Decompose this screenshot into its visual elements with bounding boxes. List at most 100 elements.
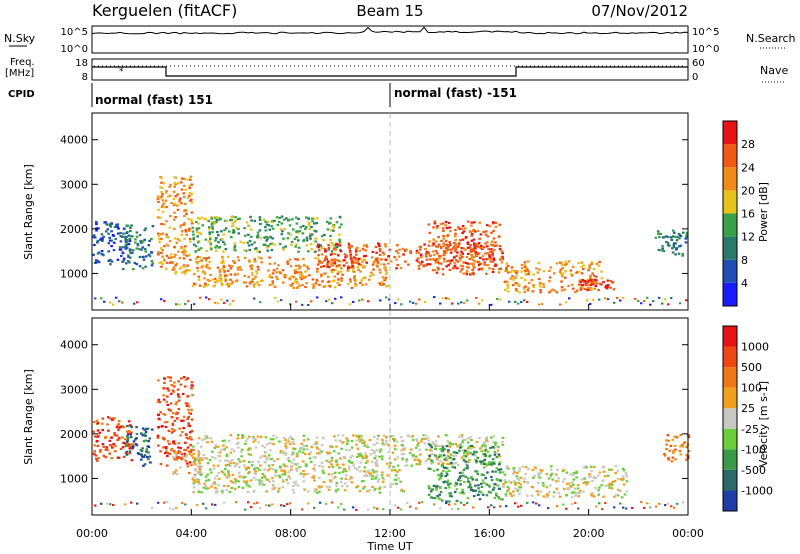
power-cell xyxy=(350,258,353,261)
velocity-cell xyxy=(427,457,430,460)
velocity-cell xyxy=(412,455,415,458)
power-cell xyxy=(340,267,343,270)
velocity-cell xyxy=(222,484,226,488)
velocity-cell xyxy=(418,501,421,504)
power-cell xyxy=(437,236,440,239)
noise-right-tick-bottom: 10^0 xyxy=(692,44,719,55)
power-cell xyxy=(157,235,161,238)
power-cell xyxy=(318,283,321,286)
power-cell xyxy=(128,261,131,264)
velocity-cell xyxy=(359,461,363,464)
power-cell xyxy=(479,244,483,247)
power-cell xyxy=(122,257,126,260)
velocity-cell xyxy=(622,478,625,481)
velocity-cell xyxy=(304,452,307,456)
velocity-cell xyxy=(188,450,191,453)
velocity-cell xyxy=(263,446,266,449)
power-cell xyxy=(193,273,196,276)
velocity-cell xyxy=(125,444,128,448)
freq-panel-frame xyxy=(91,58,689,81)
velocity-cell xyxy=(190,381,194,384)
power-cell xyxy=(453,262,457,265)
power-cell xyxy=(183,202,187,205)
velocity-cell xyxy=(482,441,486,444)
velocity-cell xyxy=(221,439,225,443)
velocity-cell xyxy=(291,452,295,455)
velocity-cell xyxy=(177,446,180,449)
power-cell xyxy=(548,280,551,283)
power-cell xyxy=(434,240,438,243)
power-cell xyxy=(326,263,329,266)
velocity-cell xyxy=(381,471,384,474)
power-cell xyxy=(107,242,111,245)
velocity-cell xyxy=(206,462,210,465)
velocity-cell xyxy=(467,437,470,440)
velocity-cell xyxy=(189,412,193,415)
power-cell xyxy=(485,258,488,261)
power-cell xyxy=(183,222,186,225)
velocity-cell xyxy=(473,451,476,454)
power-cell xyxy=(380,258,383,261)
velocity-cell xyxy=(619,477,623,481)
velocity-cell xyxy=(669,444,673,447)
velocity-cell xyxy=(485,483,488,486)
power-cell xyxy=(452,256,456,259)
velocity-cell xyxy=(601,479,604,482)
power-cell xyxy=(349,251,352,254)
velocity-cell xyxy=(497,446,500,449)
power-cell xyxy=(304,227,307,230)
velocity-cell xyxy=(466,501,469,504)
velocity-cell xyxy=(96,444,100,447)
power-cell xyxy=(290,240,294,244)
velocity-cell xyxy=(141,455,144,458)
velocity-cell xyxy=(440,464,443,467)
velocity-cell xyxy=(448,469,451,473)
power-cell xyxy=(384,243,387,246)
power-cell xyxy=(161,232,165,235)
power-cell xyxy=(185,270,188,273)
power-cell xyxy=(486,235,489,238)
power-colorbar-tick: 16 xyxy=(741,208,755,221)
velocity-cell xyxy=(159,411,162,414)
velocity-cell xyxy=(506,490,509,493)
power-cell xyxy=(332,280,335,283)
velocity-cell xyxy=(552,491,556,494)
velocity-cell xyxy=(523,480,526,483)
velocity-cell xyxy=(496,449,500,452)
power-cell xyxy=(165,254,169,257)
velocity-cell xyxy=(467,461,470,464)
power-cell xyxy=(263,236,266,239)
power-cell xyxy=(129,235,132,238)
velocity-cell xyxy=(197,454,200,457)
velocity-cell xyxy=(362,487,365,490)
power-cell xyxy=(367,300,370,303)
velocity-cell xyxy=(391,435,395,438)
power-cell xyxy=(173,202,177,205)
power-cell xyxy=(257,256,261,259)
power-cell xyxy=(216,216,220,219)
velocity-cell xyxy=(184,458,187,461)
power-cell xyxy=(192,236,195,240)
velocity-cell xyxy=(265,504,268,507)
velocity-cell xyxy=(179,383,183,386)
velocity-cell xyxy=(607,484,610,487)
power-cell xyxy=(192,238,195,241)
velocity-cell xyxy=(227,463,230,466)
velocity-cell xyxy=(126,439,130,442)
power-cell xyxy=(160,298,163,301)
power-cell xyxy=(592,298,595,301)
velocity-cell xyxy=(448,456,451,459)
power-cell xyxy=(242,281,246,284)
power-cell xyxy=(277,264,280,267)
velocity-cell xyxy=(209,471,213,474)
velocity-cell xyxy=(490,463,493,466)
power-cell xyxy=(474,230,477,233)
velocity-cell xyxy=(252,436,255,439)
velocity-cell xyxy=(289,502,292,505)
velocity-cell xyxy=(327,473,331,476)
velocity-cell xyxy=(246,437,249,440)
velocity-cell xyxy=(186,462,189,465)
power-cell xyxy=(353,276,356,279)
power-cell xyxy=(225,283,228,286)
velocity-cell xyxy=(570,485,573,488)
